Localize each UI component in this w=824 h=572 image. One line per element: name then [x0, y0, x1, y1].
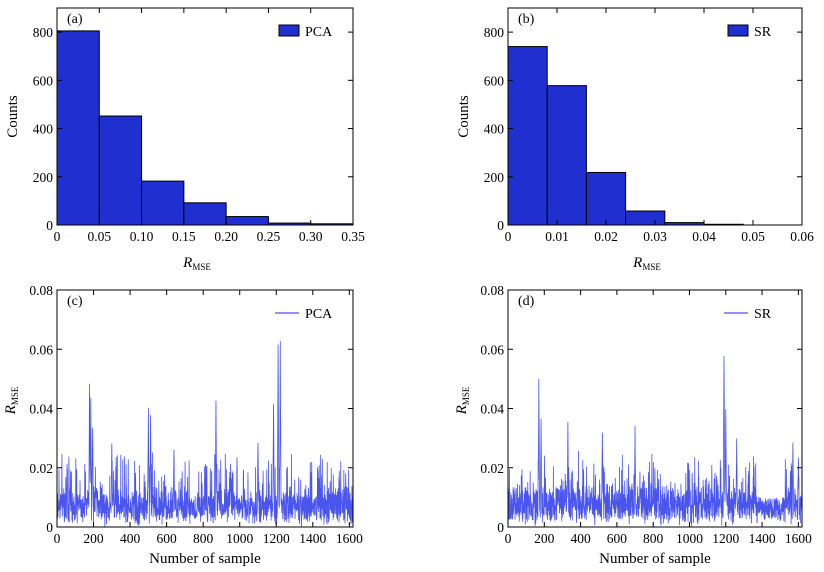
- histogram-bar: [585, 171, 627, 226]
- x-tick-label: 0.06: [790, 229, 814, 244]
- plot-frame: [56, 7, 354, 226]
- y-tick-label: 0: [46, 520, 53, 535]
- panel-label: (b): [518, 12, 535, 27]
- y-axis-label: Counts: [456, 95, 472, 138]
- histogram-bar: [56, 30, 100, 226]
- x-tick-label: 0: [54, 531, 61, 546]
- y-tick-label: 800: [33, 25, 54, 40]
- y-axis-label: RMSE: [454, 386, 471, 415]
- x-tick-label: 0.25: [257, 229, 281, 244]
- x-tick-label: 0.02: [594, 229, 618, 244]
- legend-swatch: [727, 24, 749, 37]
- y-tick-label: 0.04: [29, 402, 53, 417]
- histogram-bar: [225, 216, 269, 226]
- x-tick-label: 0.03: [643, 229, 667, 244]
- x-tick-label: 0.05: [741, 229, 765, 244]
- x-tick-label: 1400: [749, 531, 776, 546]
- x-tick-label: 0: [505, 229, 512, 244]
- x-tick-label: 0.15: [172, 229, 196, 244]
- x-tick-label: 200: [83, 531, 104, 546]
- x-tick-label: 0.10: [130, 229, 154, 244]
- y-tick-label: 400: [33, 122, 54, 137]
- x-tick-label: 200: [534, 531, 555, 546]
- x-tick-label: 1000: [226, 531, 253, 546]
- x-tick-label: 0: [505, 531, 512, 546]
- x-tick-label: 1400: [299, 531, 326, 546]
- histogram-bar: [98, 115, 143, 226]
- x-tick-label: 0.01: [545, 229, 569, 244]
- y-tick-label: 0: [46, 218, 53, 233]
- x-axis-label: Number of sample: [599, 551, 711, 567]
- y-tick-label: 0.06: [480, 342, 504, 357]
- histogram-bar: [507, 46, 548, 226]
- x-axis-label: Number of sample: [149, 551, 261, 567]
- x-axis-label: RMSE: [632, 255, 661, 272]
- histogram-bar: [183, 202, 227, 226]
- x-tick-label: 600: [157, 531, 178, 546]
- chart-panel-a: 0 0.05 0.10 0.15 0.20 0.25 0.30 0.35 0 200 400 600 8…: [5, 7, 365, 272]
- legend-label: SR: [754, 25, 772, 40]
- x-tick-label: 1000: [676, 531, 703, 546]
- legend-label: PCA: [305, 307, 333, 322]
- histogram-bar: [546, 85, 587, 226]
- x-tick-label: 600: [607, 531, 628, 546]
- y-tick-label: 400: [484, 122, 505, 137]
- x-tick-label: 1200: [712, 531, 739, 546]
- y-axis-label: RMSE: [3, 386, 20, 415]
- y-tick-label: 0.02: [480, 461, 504, 476]
- chart-panel-b: 0 0.01 0.02 0.03 0.04 0.05 0.06 0 200 400 600 800 (b…: [456, 7, 814, 272]
- legend-label: PCA: [305, 25, 333, 40]
- panel-label: (c): [67, 294, 83, 309]
- panel-label: (d): [518, 294, 535, 309]
- x-tick-label: 1600: [785, 531, 812, 546]
- chart-panel-c: 0 200 400 600 800 1000 1200 1400 1600 0 0.02 0.04 0.…: [3, 283, 363, 567]
- x-tick-label: 800: [193, 531, 214, 546]
- x-tick-label: 0: [54, 229, 61, 244]
- legend-label: SR: [754, 307, 772, 322]
- x-tick-label: 0.20: [214, 229, 238, 244]
- y-tick-label: 800: [484, 25, 505, 40]
- histogram-bar: [625, 210, 666, 226]
- chart-panel-d: 0 200 400 600 800 1000 1200 1400 1600 0 0.02 0.04 0.…: [454, 283, 812, 567]
- x-tick-label: 1600: [336, 531, 363, 546]
- x-tick-label: 800: [643, 531, 664, 546]
- y-tick-label: 0.08: [480, 283, 504, 298]
- x-axis-label: RMSE: [182, 255, 211, 272]
- legend-swatch: [278, 24, 300, 37]
- x-tick-label: 400: [570, 531, 591, 546]
- y-tick-label: 0.02: [29, 461, 53, 476]
- series-line: [56, 341, 354, 527]
- y-tick-label: 0.06: [29, 342, 53, 357]
- y-tick-label: 600: [484, 73, 505, 88]
- y-axis-label: Counts: [5, 95, 21, 138]
- x-tick-label: 400: [120, 531, 141, 546]
- y-tick-label: 0: [497, 218, 504, 233]
- x-tick-label: 0.30: [299, 229, 323, 244]
- y-tick-label: 200: [484, 170, 505, 185]
- panel-label: (a): [67, 12, 83, 27]
- y-tick-label: 0.08: [29, 283, 53, 298]
- y-tick-label: 200: [33, 170, 54, 185]
- y-tick-label: 0.04: [480, 402, 504, 417]
- x-tick-label: 1200: [263, 531, 290, 546]
- histogram-bar: [141, 180, 185, 226]
- x-tick-label: 0.04: [692, 229, 716, 244]
- series-line: [507, 355, 803, 527]
- y-tick-label: 0: [497, 520, 504, 535]
- x-tick-label: 0.05: [87, 229, 111, 244]
- x-tick-label: 0.35: [341, 229, 365, 244]
- y-tick-label: 600: [33, 73, 54, 88]
